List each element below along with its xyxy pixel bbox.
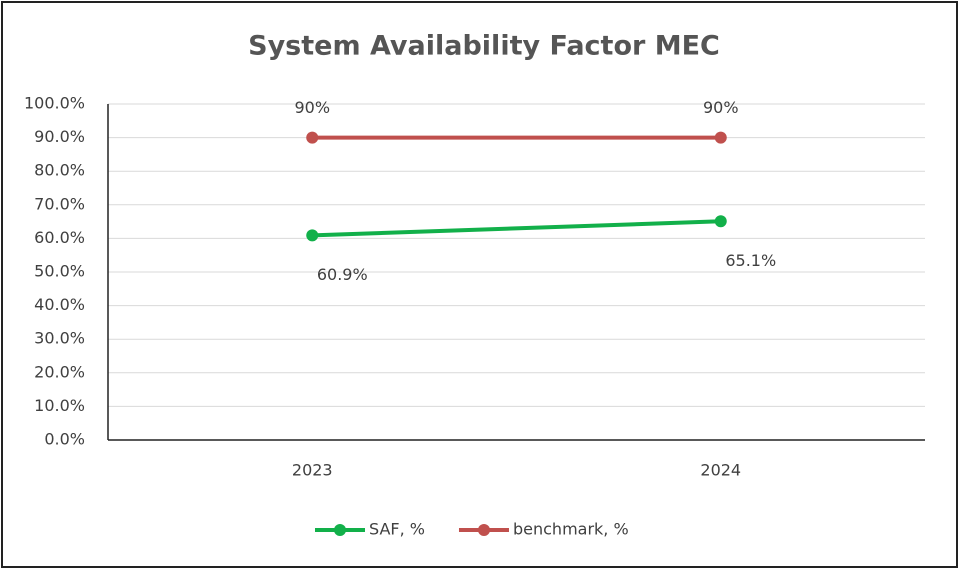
y-tick-label: 70.0%: [34, 194, 85, 213]
legend-marker: [334, 524, 346, 536]
y-tick-label: 60.0%: [34, 228, 85, 247]
y-tick-label: 50.0%: [34, 262, 85, 281]
y-tick-label: 30.0%: [34, 329, 85, 348]
legend-marker: [477, 524, 490, 536]
y-tick-label: 80.0%: [34, 161, 85, 180]
series-line: [312, 219, 721, 238]
point-marker: [714, 215, 727, 228]
y-tick-label: 100.0%: [24, 94, 85, 113]
y-tick-label: 40.0%: [34, 295, 85, 314]
data-label: 90%: [703, 98, 739, 117]
legend-label: SAF, %: [369, 520, 425, 539]
data-label: 60.9%: [317, 265, 368, 284]
chart-title: System Availability Factor MEC: [248, 31, 720, 62]
y-tick-label: 0.0%: [44, 430, 85, 449]
point-marker: [306, 229, 319, 242]
data-label: 65.1%: [725, 251, 776, 270]
y-tick-label: 10.0%: [34, 396, 85, 415]
y-tick-label: 20.0%: [34, 362, 85, 381]
point-marker: [306, 131, 319, 144]
x-tick-label: 2024: [700, 461, 741, 480]
x-tick-label: 2023: [292, 461, 333, 480]
data-label: 90%: [294, 98, 330, 117]
y-tick-label: 90.0%: [34, 127, 85, 146]
legend-label: benchmark, %: [513, 520, 629, 539]
point-marker: [714, 131, 727, 144]
